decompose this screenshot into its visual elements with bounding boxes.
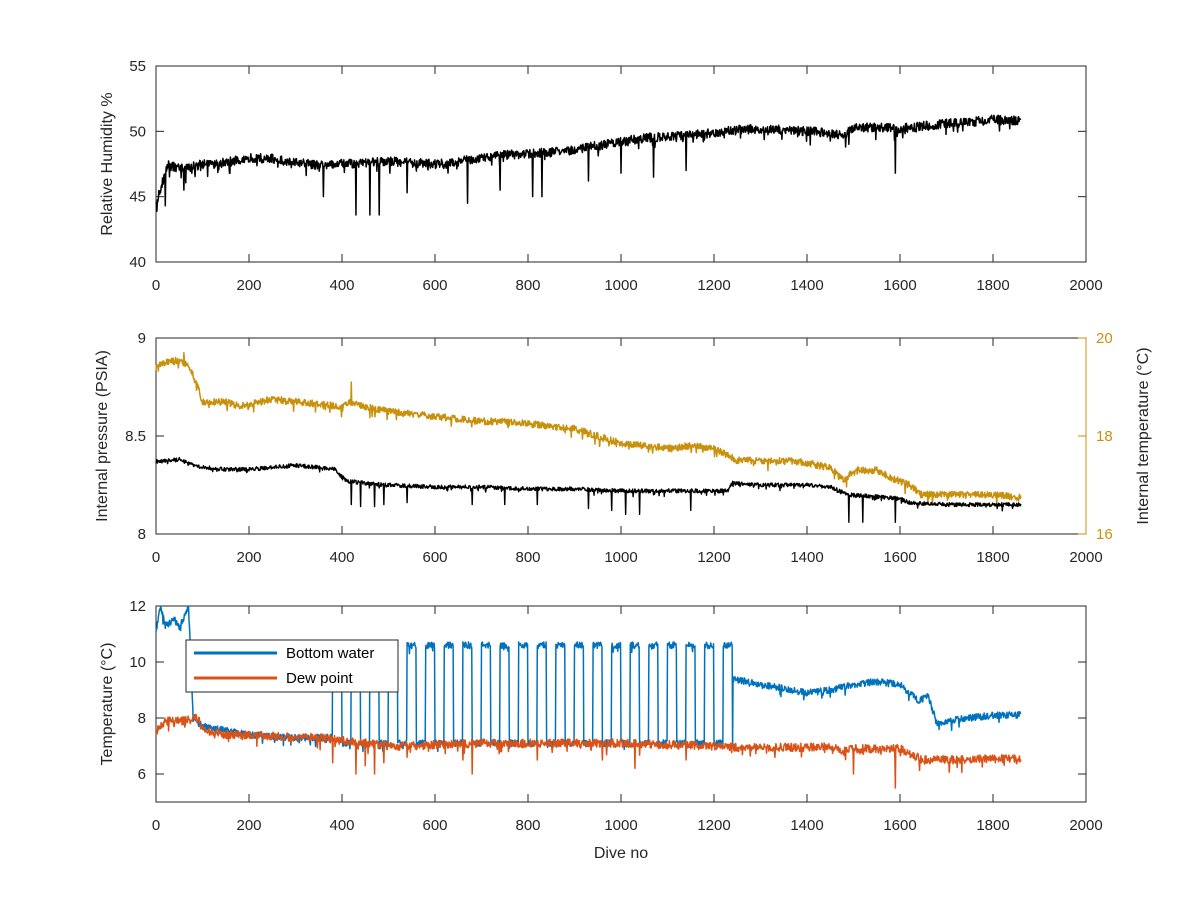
temperature-x-tick-label-1: 200 (236, 817, 261, 834)
temperature-y-tick-label-3: 12 (129, 598, 146, 615)
pressure-x-tick-label-3: 600 (422, 549, 447, 566)
pressure-panel: 0 200 400 600 800 1000 1200 1400 1600 1800 2000 8 8.… (94, 330, 1152, 566)
pressure-right-y-tick-label-2: 20 (1096, 330, 1113, 347)
pressure-x-tick-label-4: 800 (515, 549, 540, 566)
humidity-x-tick-label-1: 200 (236, 277, 261, 294)
temperature-y-axis-label: Temperature (°C) (99, 643, 116, 766)
temperature-x-tick-label-7: 1400 (790, 817, 823, 834)
pressure-x-tick-label-1: 200 (236, 549, 261, 566)
pressure-y-axis-label: Internal pressure (PSIA) (94, 350, 111, 522)
humidity-y-tick-label-2: 50 (129, 123, 146, 140)
humidity-x-tick-label-10: 2000 (1069, 277, 1102, 294)
temperature-x-tick-label-2: 400 (329, 817, 354, 834)
series-line-pressure-right (155, 351, 1022, 508)
humidity-x-tick-label-0: 0 (152, 277, 160, 294)
humidity-x-tick-label-6: 1200 (697, 277, 730, 294)
pressure-right-y-tick-label-1: 18 (1096, 428, 1113, 445)
humidity-y-axis-label: Relative Humidity % (99, 92, 116, 235)
temperature-x-tick-label-5: 1000 (604, 817, 637, 834)
temperature-x-tick-label-0: 0 (152, 817, 160, 834)
temperature-ticks: 0 200 400 600 800 1000 1200 1400 1600 1800 2000 6 8 1… (129, 598, 1102, 834)
pressure-x-tick-label-0: 0 (152, 549, 160, 566)
temperature-panel: 0 200 400 600 800 1000 1200 1400 1600 1800 2000 6 8 1… (99, 598, 1103, 862)
humidity-x-tick-label-5: 1000 (604, 277, 637, 294)
pressure-ticks: 0 200 400 600 800 1000 1200 1400 1600 1800 2000 8 8.… (125, 330, 1113, 566)
humidity-y-tick-label-3: 55 (129, 58, 146, 75)
humidity-x-tick-label-4: 800 (515, 277, 540, 294)
temperature-y-tick-label-0: 6 (138, 766, 146, 783)
humidity-x-tick-label-9: 1800 (976, 277, 1009, 294)
temperature-x-tick-label-10: 2000 (1069, 817, 1102, 834)
humidity-panel: 0 200 400 600 800 1000 1200 1400 1600 1800 2000 40 4… (99, 58, 1103, 294)
pressure-y-tick-label-2: 9 (138, 330, 146, 347)
legend-box (185, 639, 399, 693)
pressure-series (155, 351, 1022, 523)
humidity-ticks: 0 200 400 600 800 1000 1200 1400 1600 1800 2000 40 4… (129, 58, 1102, 294)
temperature-y-tick-label-1: 8 (138, 710, 146, 727)
pressure-y-tick-label-1: 8.5 (125, 428, 146, 445)
pressure-y-tick-label-0: 8 (138, 526, 146, 543)
pressure-x-tick-label-9: 1800 (976, 549, 1009, 566)
temperature-x-tick-label-4: 800 (515, 817, 540, 834)
pressure-x-tick-label-6: 1200 (697, 549, 730, 566)
temperature-x-tick-label-8: 1600 (883, 817, 916, 834)
pressure-x-tick-label-10: 2000 (1069, 549, 1102, 566)
humidity-series (155, 114, 1022, 216)
temperature-x-tick-label-9: 1800 (976, 817, 1009, 834)
temperature-x-axis-label: Dive no (594, 845, 648, 862)
pressure-x-tick-label-5: 1000 (604, 549, 637, 566)
pressure-right-y-tick-label-0: 16 (1096, 526, 1113, 543)
series-line-pressure-left (155, 456, 1022, 523)
humidity-y-tick-label-0: 40 (129, 254, 146, 271)
pressure-x-tick-label-7: 1400 (790, 549, 823, 566)
pressure-x-tick-label-8: 1600 (883, 549, 916, 566)
temperature-x-tick-label-3: 600 (422, 817, 447, 834)
humidity-x-tick-label-7: 1400 (790, 277, 823, 294)
temperature-x-tick-label-6: 1200 (697, 817, 730, 834)
legend-label-dew-point: Dew point (286, 670, 354, 687)
temperature-series (155, 605, 1022, 789)
internal-temperature-y-axis-label: Internal temperature (°C) (1135, 347, 1152, 524)
legend-label-bottom-water: Bottom water (286, 645, 374, 662)
humidity-x-tick-label-2: 400 (329, 277, 354, 294)
humidity-y-tick-label-1: 45 (129, 189, 146, 206)
humidity-x-tick-label-8: 1600 (883, 277, 916, 294)
pressure-x-tick-label-2: 400 (329, 549, 354, 566)
humidity-x-tick-label-3: 600 (422, 277, 447, 294)
series-line-humidity-main (155, 114, 1022, 216)
legend: Bottom water Dew point (185, 639, 399, 693)
series-line-dew-point (155, 713, 1022, 789)
temperature-y-tick-label-2: 10 (129, 654, 146, 671)
